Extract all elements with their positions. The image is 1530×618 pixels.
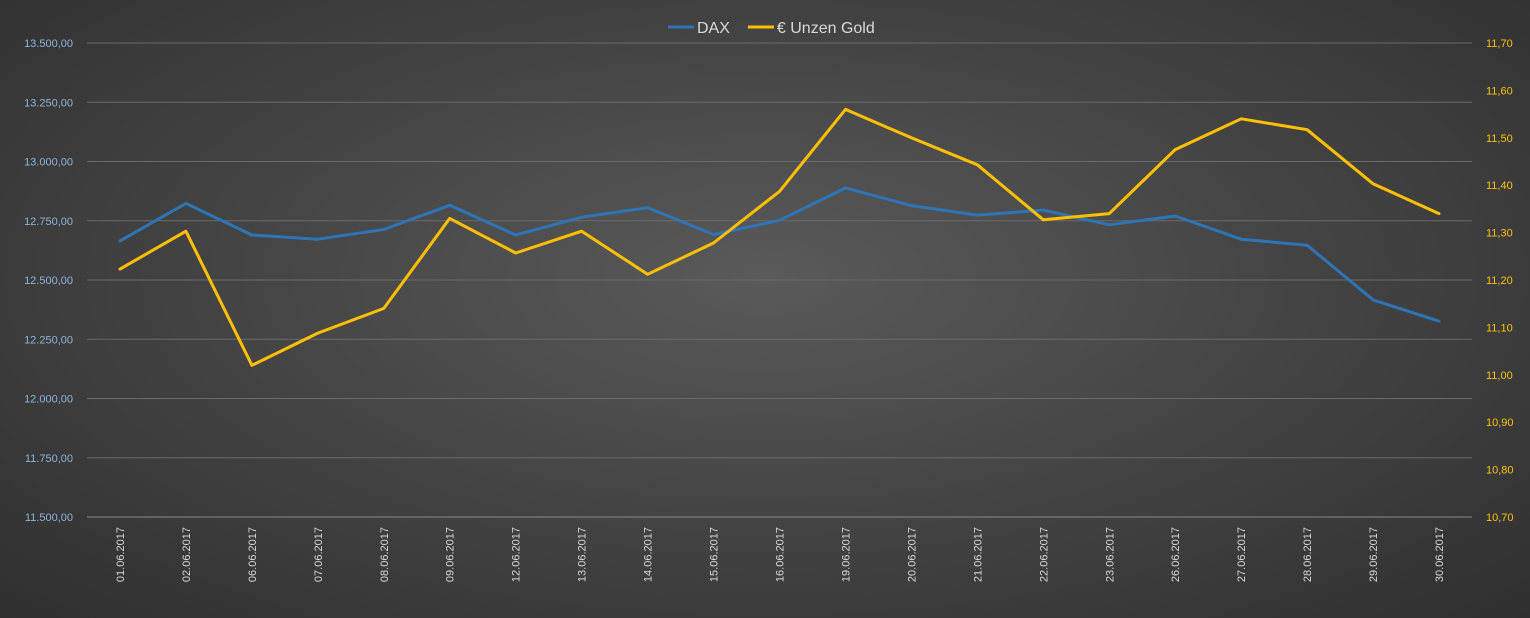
legend: DAX € Unzen Gold — [668, 20, 875, 37]
right-axis: 10,70 10,80 10,90 11,00 11,10 11,20 11,30 11,40… — [1486, 38, 1514, 524]
x-tick-label: 19.06.2017 — [840, 527, 852, 582]
x-tick-label: 01.06.2017 — [115, 527, 127, 582]
legend-label-dax: DAX — [697, 20, 730, 37]
right-tick-label: 10,90 — [1486, 417, 1514, 429]
right-tick-label: 11,20 — [1486, 275, 1513, 287]
left-tick-label: 13.500,00 — [24, 38, 73, 50]
right-tick-label: 11,40 — [1486, 180, 1513, 192]
x-tick-label: 30.06.2017 — [1434, 527, 1446, 582]
x-tick-label: 26.06.2017 — [1170, 527, 1182, 582]
right-tick-label: 11,50 — [1486, 133, 1513, 145]
left-axis: 11.500,00 11.750,00 12.000,00 12.250,00 12.5… — [24, 38, 73, 524]
right-tick-label: 11,60 — [1486, 85, 1513, 97]
right-tick-label: 10,80 — [1486, 465, 1514, 477]
x-tick-label: 29.06.2017 — [1368, 527, 1380, 582]
left-tick-label: 12.500,00 — [24, 275, 73, 287]
left-tick-label: 11.750,00 — [25, 453, 73, 465]
series-line-dax — [118, 186, 1441, 323]
left-tick-label: 11.500,00 — [25, 512, 73, 524]
x-tick-label: 16.06.2017 — [775, 527, 787, 582]
x-tick-label: 14.06.2017 — [643, 527, 655, 582]
x-tick-label: 13.06.2017 — [577, 527, 589, 582]
x-tick-label: 07.06.2017 — [313, 527, 325, 582]
left-tick-label: 12.250,00 — [24, 334, 73, 346]
x-axis: 01.06.2017 02.06.2017 06.06.2017 07.06.2017… — [115, 527, 1446, 582]
x-tick-label: 22.06.2017 — [1038, 527, 1050, 582]
x-tick-label: 09.06.2017 — [445, 527, 457, 582]
x-tick-label: 21.06.2017 — [972, 527, 984, 582]
right-tick-label: 11,00 — [1486, 370, 1513, 382]
x-tick-label: 15.06.2017 — [709, 527, 721, 582]
left-tick-label: 12.000,00 — [24, 394, 73, 406]
x-tick-label: 06.06.2017 — [247, 527, 259, 582]
series-line-unzen-gold — [118, 107, 1441, 367]
right-tick-label: 11,30 — [1486, 228, 1513, 240]
x-tick-label: 27.06.2017 — [1236, 527, 1248, 582]
right-tick-label: 10,70 — [1486, 512, 1514, 524]
series-lines — [118, 107, 1441, 367]
left-tick-label: 12.750,00 — [24, 216, 73, 228]
legend-label-unzen-gold: € Unzen Gold — [777, 20, 875, 37]
gridlines — [87, 42, 1472, 518]
right-tick-label: 11,70 — [1486, 38, 1513, 50]
x-tick-label: 23.06.2017 — [1104, 527, 1116, 582]
x-tick-label: 20.06.2017 — [906, 527, 918, 582]
x-tick-label: 08.06.2017 — [379, 527, 391, 582]
x-tick-label: 02.06.2017 — [181, 527, 193, 582]
left-tick-label: 13.250,00 — [24, 97, 73, 109]
right-tick-label: 11,10 — [1486, 322, 1513, 334]
x-tick-label: 12.06.2017 — [511, 527, 523, 582]
x-tick-label: 28.06.2017 — [1302, 527, 1314, 582]
left-tick-label: 13.000,00 — [24, 157, 73, 169]
